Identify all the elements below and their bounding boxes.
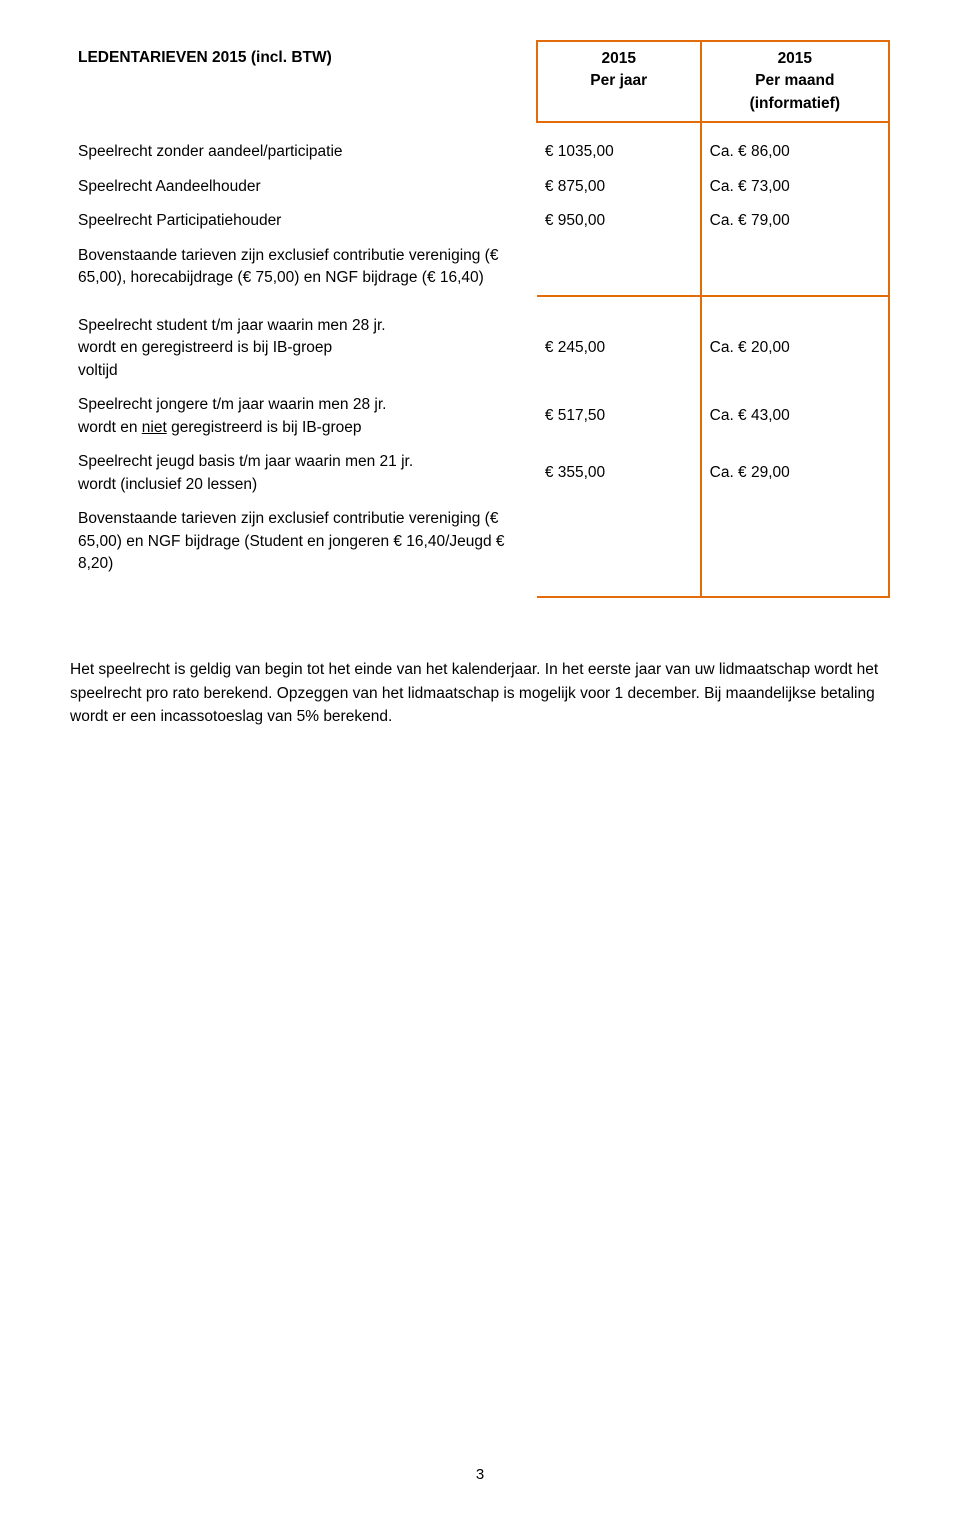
row-label: Speelrecht jongere t/m jaar waarin men 2…	[70, 388, 537, 445]
row-month: Ca. € 20,00	[701, 309, 889, 388]
row-year: € 355,00	[537, 445, 701, 502]
row-month: Ca. € 43,00	[701, 388, 889, 445]
row-label-line: wordt en	[78, 419, 142, 436]
row-year: € 875,00	[537, 170, 701, 204]
row-month: Ca. € 86,00	[701, 135, 889, 169]
header-row: LEDENTARIEVEN 2015 (incl. BTW) 2015Per j…	[70, 41, 889, 122]
row-label: Speelrecht Participatiehouder	[70, 204, 537, 238]
row-year: € 1035,00	[537, 135, 701, 169]
row-month: Ca. € 29,00	[701, 445, 889, 502]
page-number: 3	[0, 1466, 960, 1483]
table-row: Speelrecht zonder aandeel/participatie €…	[70, 135, 889, 169]
table-row: Speelrecht jeugd basis t/m jaar waarin m…	[70, 445, 889, 502]
table-row: Speelrecht jongere t/m jaar waarin men 2…	[70, 388, 889, 445]
row-label-line: Speelrecht jeugd basis t/m jaar waarin m…	[78, 453, 413, 470]
page: LEDENTARIEVEN 2015 (incl. BTW) 2015Per j…	[0, 0, 960, 1523]
row-year: € 517,50	[537, 388, 701, 445]
title-text: LEDENTARIEVEN 2015 (incl. BTW)	[78, 49, 332, 66]
body-paragraph: Het speelrecht is geldig van begin tot h…	[70, 658, 890, 728]
col-header-month: 2015Per maand(informatief)	[701, 41, 889, 122]
underline-text: niet	[142, 419, 167, 436]
row-label-line: wordt (inclusief 20 lessen)	[78, 476, 257, 493]
row-month: Ca. € 73,00	[701, 170, 889, 204]
row-year: € 245,00	[537, 309, 701, 388]
table-row: Speelrecht student t/m jaar waarin men 2…	[70, 309, 889, 388]
row-label: Speelrecht Aandeelhouder	[70, 170, 537, 204]
row-label-line: geregistreerd is bij IB-groep	[167, 419, 362, 436]
row-label: Speelrecht zonder aandeel/participatie	[70, 135, 537, 169]
empty-cell	[537, 239, 701, 296]
page-title: LEDENTARIEVEN 2015 (incl. BTW)	[70, 41, 537, 122]
row-label: Speelrecht jeugd basis t/m jaar waarin m…	[70, 445, 537, 502]
table-row: Speelrecht Aandeelhouder € 875,00 Ca. € …	[70, 170, 889, 204]
table-row: Speelrecht Participatiehouder € 950,00 C…	[70, 204, 889, 238]
empty-cell	[537, 502, 701, 597]
empty-cell	[701, 239, 889, 296]
note-text: Bovenstaande tarieven zijn exclusief con…	[70, 239, 537, 296]
row-year: € 950,00	[537, 204, 701, 238]
row-label: Speelrecht student t/m jaar waarin men 2…	[70, 309, 537, 388]
row-label-line: voltijd	[78, 362, 118, 379]
row-month: Ca. € 79,00	[701, 204, 889, 238]
note-row: Bovenstaande tarieven zijn exclusief con…	[70, 502, 889, 597]
row-label-line: Speelrecht student t/m jaar waarin men 2…	[78, 317, 386, 334]
empty-cell	[701, 502, 889, 597]
note-row: Bovenstaande tarieven zijn exclusief con…	[70, 239, 889, 296]
row-label-line: wordt en geregistreerd is bij IB-groep	[78, 339, 332, 356]
tariff-table: LEDENTARIEVEN 2015 (incl. BTW) 2015Per j…	[70, 40, 890, 598]
col-header-year: 2015Per jaar	[537, 41, 701, 122]
row-label-line: Speelrecht jongere t/m jaar waarin men 2…	[78, 396, 386, 413]
note-text: Bovenstaande tarieven zijn exclusief con…	[70, 502, 537, 597]
